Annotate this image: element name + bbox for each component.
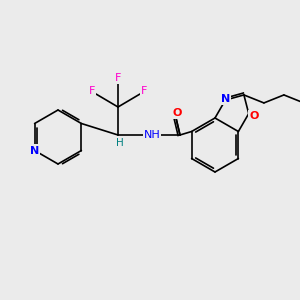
Text: N: N <box>221 94 230 104</box>
Text: O: O <box>249 111 258 121</box>
Text: H: H <box>116 138 124 148</box>
Text: O: O <box>172 108 182 118</box>
Text: F: F <box>115 73 121 83</box>
Text: F: F <box>141 86 147 96</box>
Text: F: F <box>89 86 95 96</box>
Text: NH: NH <box>144 130 160 140</box>
Text: N: N <box>30 146 39 155</box>
